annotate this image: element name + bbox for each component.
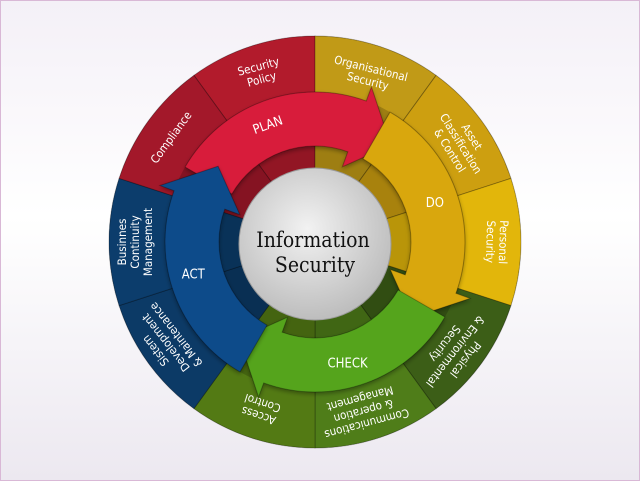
segment-label-line: Personal [496,220,512,264]
center-title-line1: Information [256,228,369,252]
arrow-check [238,289,446,399]
center-hub-disc [238,167,392,321]
segment-label-line: Management [141,208,155,276]
arrow-act [158,165,268,373]
center-title-line2: Security [275,253,356,277]
arrow-label-check: CHECK [328,357,369,372]
arrow-label-act: ACT [182,268,206,283]
segment-label-business-continuity: Businnes Continuity Management [115,208,155,276]
segment-label-line: Security [483,220,498,263]
arrow-plan [184,85,392,195]
arrow-label-do: DO [426,196,444,211]
segment-label-line: Continuity [128,215,142,268]
segment-label-line: Businnes [115,219,129,266]
center-hub: Information Security [238,167,392,321]
arrow-do [362,111,472,319]
